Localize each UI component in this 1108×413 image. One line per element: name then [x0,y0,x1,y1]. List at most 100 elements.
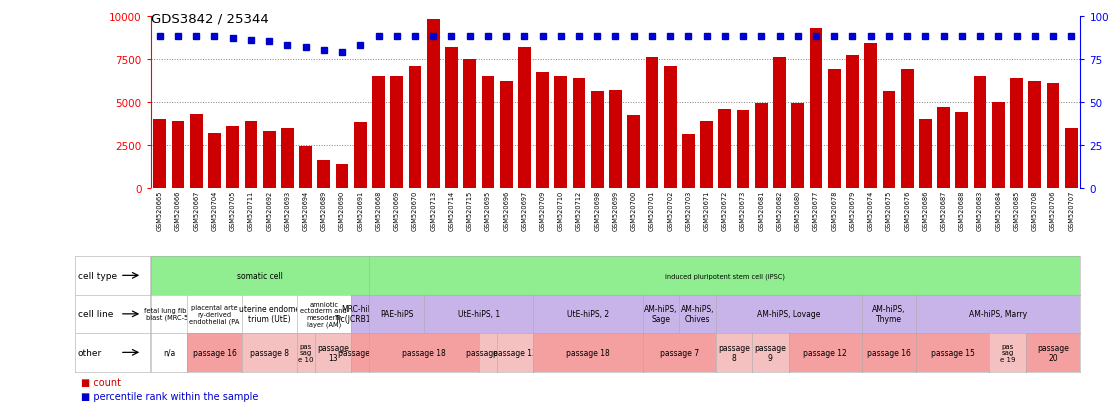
Text: GSM520686: GSM520686 [922,190,929,230]
Text: passage 13: passage 13 [493,348,537,357]
Text: GSM520696: GSM520696 [503,190,510,230]
Text: GSM520704: GSM520704 [212,190,217,230]
Text: GSM520702: GSM520702 [667,190,674,230]
Bar [554,77,567,188]
Text: other: other [78,348,102,357]
Bar [172,121,184,188]
Bar [463,59,476,188]
Text: GSM520715: GSM520715 [466,190,473,230]
Bar [445,47,458,188]
Text: GSM520666: GSM520666 [175,190,181,230]
Text: GSM520698: GSM520698 [594,190,601,230]
Text: UtE-hiPS, 2: UtE-hiPS, 2 [567,310,609,318]
Bar [153,120,166,188]
Text: GSM520712: GSM520712 [576,190,582,230]
Text: GSM520705: GSM520705 [229,190,236,230]
Text: AM-hiPS, Marry: AM-hiPS, Marry [970,310,1027,318]
Bar [536,73,548,188]
Bar [937,107,950,188]
Bar [828,70,841,188]
Bar [318,161,330,188]
Bar [847,56,859,188]
Text: passage 16: passage 16 [866,348,911,357]
Text: induced pluripotent stem cell (iPSC): induced pluripotent stem cell (iPSC) [665,273,784,279]
Bar [573,78,585,188]
Text: passage 18: passage 18 [402,348,447,357]
Bar [409,66,421,188]
Bar [810,28,822,188]
Bar [281,128,294,188]
Bar [189,114,203,188]
Text: AM-hiPS, Lovage: AM-hiPS, Lovage [757,310,820,318]
Text: GSM520680: GSM520680 [794,190,801,230]
Text: placental arte
ry-derived
endothelial (PA: placental arte ry-derived endothelial (P… [189,304,239,324]
Text: passage 22: passage 22 [338,348,382,357]
Bar [372,77,384,188]
Bar [353,123,367,188]
Text: passage
8: passage 8 [718,343,750,362]
Bar [919,120,932,188]
Text: GSM520714: GSM520714 [449,190,454,230]
Text: GSM520683: GSM520683 [977,190,983,230]
Text: passage 8: passage 8 [249,348,289,357]
Bar [482,77,494,188]
Bar [1028,82,1042,188]
Text: GSM520676: GSM520676 [904,190,910,230]
Bar [609,90,622,188]
Text: UtE-hiPS, 1: UtE-hiPS, 1 [458,310,500,318]
Text: GSM520707: GSM520707 [1068,190,1074,230]
Bar [901,70,913,188]
Text: GSM520700: GSM520700 [630,190,637,230]
Bar [245,121,257,188]
Text: GSM520665: GSM520665 [157,190,163,230]
Text: GSM520668: GSM520668 [376,190,381,230]
Bar [1010,78,1023,188]
Bar [263,132,276,188]
Bar [427,20,440,188]
Text: GSM520691: GSM520691 [357,190,363,230]
Bar [664,66,677,188]
Text: GSM520682: GSM520682 [777,190,782,230]
Text: GSM520713: GSM520713 [430,190,437,230]
Text: GSM520697: GSM520697 [522,190,527,230]
Text: ■ percentile rank within the sample: ■ percentile rank within the sample [81,392,258,401]
Text: GSM520674: GSM520674 [868,190,874,230]
Text: passage
9: passage 9 [755,343,787,362]
Text: GSM520694: GSM520694 [302,190,309,230]
Text: AM-hiPS,
Thyme: AM-hiPS, Thyme [872,305,905,323]
Bar [208,133,220,188]
Text: passage
13: passage 13 [317,343,349,362]
Text: n/a: n/a [163,348,175,357]
Text: GSM520693: GSM520693 [285,190,290,230]
Bar [1047,83,1059,188]
Bar [500,82,513,188]
Text: GSM520670: GSM520670 [412,190,418,230]
Text: cell type: cell type [78,271,116,280]
Text: passage 15: passage 15 [931,348,975,357]
Text: GSM520672: GSM520672 [721,190,728,230]
Text: GSM520692: GSM520692 [266,190,273,230]
Text: passage 18: passage 18 [566,348,611,357]
Text: GSM520677: GSM520677 [813,190,819,230]
Text: GSM520679: GSM520679 [850,190,855,230]
Bar [773,58,786,188]
Text: GSM520688: GSM520688 [958,190,965,230]
Text: MRC-hiPS,
Tic(JCRB1331: MRC-hiPS, Tic(JCRB1331 [335,305,386,323]
Text: GSM520669: GSM520669 [393,190,400,230]
Bar [700,121,714,188]
Text: AM-hiPS,
Sage: AM-hiPS, Sage [645,305,678,323]
Text: passage 27: passage 27 [466,348,510,357]
Text: GSM520699: GSM520699 [613,190,618,230]
Text: amniotic
ectoderm and
mesoderm
layer (AM): amniotic ectoderm and mesoderm layer (AM… [300,301,347,327]
Text: GSM520710: GSM520710 [557,190,564,230]
Text: GSM520711: GSM520711 [248,190,254,230]
Text: GSM520703: GSM520703 [686,190,691,230]
Text: fetal lung fibro
blast (MRC-5): fetal lung fibro blast (MRC-5) [144,308,194,320]
Bar [955,113,968,188]
Text: passage 16: passage 16 [193,348,236,357]
Bar [390,77,403,188]
Text: GSM520684: GSM520684 [995,190,1002,230]
Bar [864,44,878,188]
Text: GSM520687: GSM520687 [941,190,946,230]
Text: pas
sag
e 10: pas sag e 10 [298,343,314,362]
